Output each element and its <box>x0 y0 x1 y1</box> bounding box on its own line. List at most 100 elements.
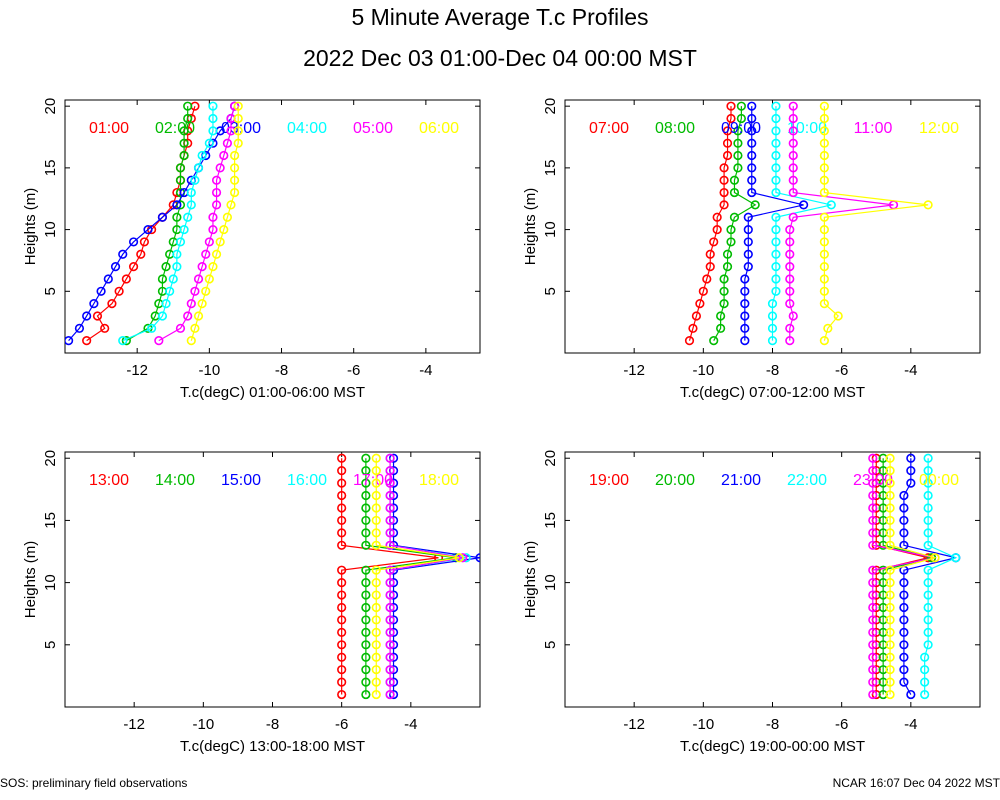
data-point <box>733 126 743 136</box>
data-point <box>128 237 139 247</box>
data-point <box>82 311 92 321</box>
series-16:00 <box>385 453 471 700</box>
legend-entry: 07:00 <box>589 120 629 137</box>
y-tick-label: 20 <box>542 450 559 467</box>
plot-frame <box>64 451 481 708</box>
series-07:00 <box>684 101 736 346</box>
data-point <box>186 187 196 198</box>
series-line <box>190 106 239 341</box>
data-point <box>154 336 164 346</box>
data-point <box>740 274 750 284</box>
data-point <box>337 503 347 513</box>
y-tick-label: 15 <box>542 512 559 529</box>
data-point <box>868 652 878 662</box>
legend-entry: 04:00 <box>287 120 327 137</box>
data-point <box>899 652 909 662</box>
data-point <box>385 503 395 513</box>
data-point <box>385 540 395 550</box>
data-point <box>885 490 895 501</box>
data-point <box>868 528 878 538</box>
data-point <box>771 237 781 247</box>
data-point <box>920 677 930 687</box>
data-point <box>719 187 729 198</box>
x-tick-label: -8 <box>275 362 288 379</box>
data-point <box>819 237 829 247</box>
data-point <box>899 615 909 625</box>
series-04:00 <box>118 101 218 346</box>
data-point <box>868 503 878 513</box>
data-point <box>899 578 909 588</box>
data-point <box>337 466 347 476</box>
data-point <box>161 299 171 309</box>
data-point <box>923 490 933 501</box>
data-point <box>139 237 149 247</box>
data-point <box>371 515 381 526</box>
data-point <box>747 113 757 124</box>
data-point <box>885 689 895 700</box>
y-axis-label: Heights (m) <box>522 541 539 619</box>
data-point <box>385 615 395 625</box>
series-line <box>875 458 929 695</box>
data-point <box>740 323 750 333</box>
series-line <box>924 458 958 695</box>
data-point <box>767 299 778 309</box>
series-00:00 <box>885 453 940 700</box>
data-point <box>183 101 193 111</box>
data-point <box>211 200 222 210</box>
data-point <box>208 224 218 235</box>
x-tick-label: -6 <box>335 716 348 733</box>
x-tick-label: -6 <box>835 362 848 379</box>
y-tick-label: 10 <box>542 574 559 591</box>
data-point <box>454 553 464 563</box>
data-point <box>899 503 909 513</box>
data-point <box>157 212 168 222</box>
data-point <box>385 652 395 662</box>
data-point <box>923 640 933 650</box>
data-point <box>726 237 736 247</box>
data-point <box>371 640 381 650</box>
legend-entry: 20:00 <box>655 472 695 489</box>
legend-entry: 19:00 <box>589 472 629 489</box>
data-point <box>885 615 895 625</box>
series-12:00 <box>819 101 933 346</box>
x-tick-label: -4 <box>404 716 417 733</box>
data-point <box>337 540 347 550</box>
data-point <box>788 126 798 136</box>
data-point <box>204 237 214 247</box>
data-point <box>899 677 909 687</box>
data-point <box>371 590 381 600</box>
profile-panel-1: -12 -10 -8 -6 -4 5 10 15 20 T.c(degC) 01:00-06:00… <box>22 98 481 401</box>
data-point <box>785 299 795 309</box>
footer-note: SOS: preliminary field observations <box>0 776 188 790</box>
data-point <box>179 150 189 161</box>
data-point <box>337 490 347 501</box>
data-point <box>709 336 719 346</box>
data-point <box>361 640 371 650</box>
x-tick-label: -4 <box>904 716 917 733</box>
data-point <box>96 286 106 296</box>
data-point <box>747 138 757 148</box>
data-point <box>371 478 381 488</box>
data-point <box>230 187 240 198</box>
data-point <box>385 565 395 575</box>
data-point <box>186 200 196 210</box>
data-point <box>733 163 743 173</box>
data-point <box>771 126 781 136</box>
data-point <box>771 187 781 198</box>
data-point <box>371 615 381 625</box>
x-axis-label: T.c(degC) 13:00-18:00 MST <box>180 738 365 755</box>
data-point <box>920 652 930 662</box>
data-point <box>819 249 829 259</box>
data-point <box>923 466 933 476</box>
data-point <box>337 652 347 662</box>
data-point <box>371 466 381 476</box>
data-point <box>172 200 182 210</box>
data-point <box>788 163 798 173</box>
data-point <box>885 652 895 662</box>
data-point <box>361 689 371 700</box>
data-point <box>361 677 371 687</box>
data-point <box>819 113 829 124</box>
data-point <box>208 113 218 124</box>
data-point <box>114 286 124 296</box>
data-point <box>175 163 186 173</box>
